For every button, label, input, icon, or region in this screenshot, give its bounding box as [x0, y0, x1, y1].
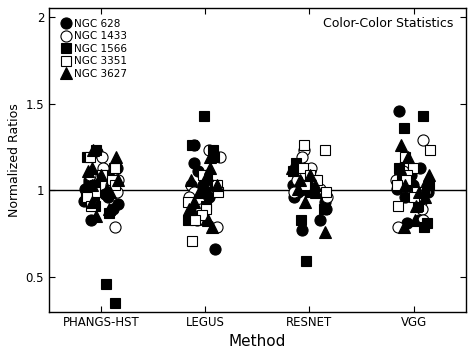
Y-axis label: Normalized Ratios: Normalized Ratios: [9, 103, 21, 217]
X-axis label: Method: Method: [228, 334, 286, 349]
Legend: NGC 628, NGC 1433, NGC 1566, NGC 3351, NGC 3627: NGC 628, NGC 1433, NGC 1566, NGC 3351, N…: [58, 16, 129, 81]
Text: Color-Color Statistics: Color-Color Statistics: [323, 17, 453, 30]
